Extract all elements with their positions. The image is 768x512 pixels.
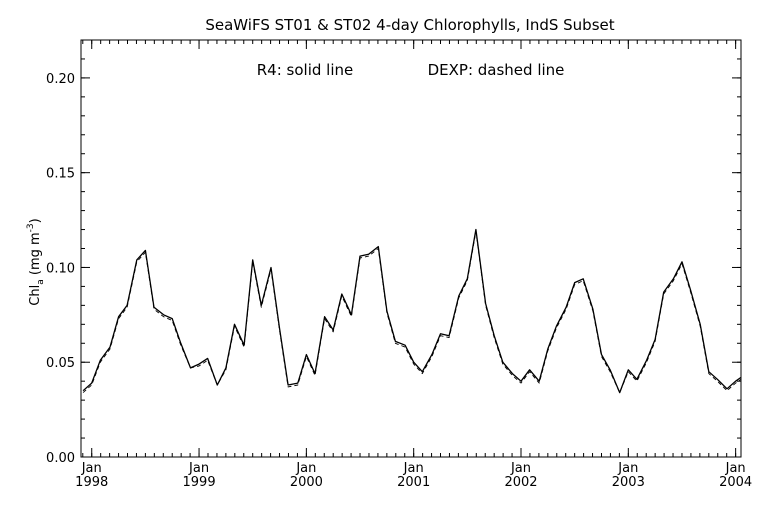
x-tick-year: 2003 [612,475,645,490]
series-group [82,228,742,394]
x-tick-year: 2004 [719,475,752,490]
legend-dexp-note: DEXP: dashed line [428,61,565,79]
y-tick-label: 0.00 [46,451,75,466]
y-label-main: Chl [28,285,43,306]
x-tick-month: Jan [510,461,531,476]
y-tick-label: 0.15 [46,167,75,182]
x-tick-month: Jan [188,461,209,476]
y-tick-label: 0.05 [46,356,75,371]
y-tick-label: 0.10 [46,261,75,276]
y-label-sup: -3 [26,223,36,232]
plot-frame [80,39,742,458]
axes: 0.000.050.100.150.20Jan1998Jan1999Jan200… [46,39,752,490]
x-tick-month: Jan [403,461,424,476]
y-label-unit-open: (mg m [28,232,43,279]
x-tick-year: 1999 [183,475,216,490]
x-tick-month: Jan [617,461,638,476]
y-axis-label: Chla (mg m-3) [26,218,46,305]
x-tick-year: 2002 [504,475,537,490]
y-label-sub: a [36,279,46,285]
y-label-unit-close: ) [28,218,43,223]
series-line-r4 [82,228,742,394]
legend-r4-note: R4: solid line [257,61,353,79]
x-tick-month: Jan [295,461,316,476]
x-tick-month: Jan [81,461,102,476]
x-tick-month: Jan [725,461,746,476]
x-tick-year: 2000 [290,475,323,490]
x-tick-year: 2001 [397,475,430,490]
y-tick-label: 0.20 [46,72,75,87]
x-tick-year: 1998 [75,475,108,490]
chart-title: SeaWiFS ST01 & ST02 4-day Chlorophylls, … [205,16,614,34]
series-line-dexp [82,230,742,394]
